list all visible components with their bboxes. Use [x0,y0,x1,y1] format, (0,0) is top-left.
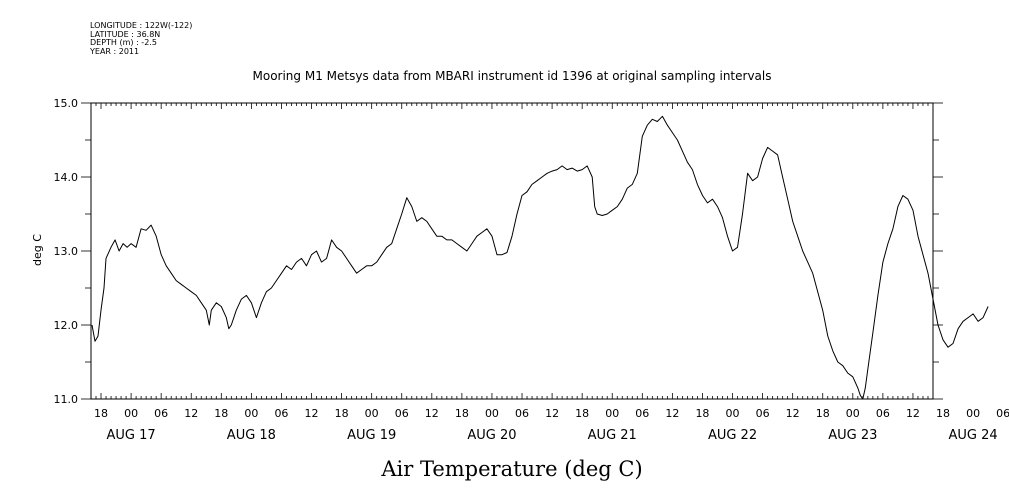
y-tick-label: 14.0 [54,171,79,184]
depth-label: DEPTH (m) : -2.5 [90,38,157,48]
x-tick-label: 12 [425,407,439,420]
x-tick-label: 18 [335,407,349,420]
x-day-label: AUG 21 [588,428,637,443]
x-tick-label: 00 [846,407,860,420]
y-tick-label: 15.0 [54,97,79,110]
plot-axes: 18 00 06 12 18 00 06 12 18 00 06 12 18 00 06 12 18 00 06 12… [54,97,1009,443]
x-tick-label: 06 [395,407,409,420]
x-tick-label: 00 [605,407,619,420]
temperature-series-line [91,115,989,400]
x-day-label: AUG 17 [107,428,156,443]
x-tick-label: 06 [154,407,168,420]
x-day-label: AUG 18 [227,428,276,443]
x-tick-label: 00 [966,407,980,420]
x-tick-label: 00 [244,407,258,420]
metadata-block: LONGITUDE : 122W(-122) LATITUDE : 36.8N … [90,21,193,56]
x-tick-label: 00 [365,407,379,420]
data-series [91,115,989,400]
latitude-label: LATITUDE : 36.8N [90,29,161,39]
bottom-title: Air Temperature (deg C) [380,457,642,481]
x-tick-label: 06 [635,407,649,420]
x-tick-label: 00 [726,407,740,420]
x-tick-label: 18 [94,407,108,420]
x-day-label: AUG 23 [828,428,877,443]
longitude-label: LONGITUDE : 122W(-122) [90,21,193,30]
x-day-label: AUG 20 [467,428,516,443]
y-tick-label: 12.0 [54,319,79,332]
x-tick-label: 06 [274,407,288,420]
plot-frame [90,102,934,400]
x-tick-label: 18 [575,407,589,420]
x-tick-label: 12 [665,407,679,420]
chart-title: Mooring M1 Metsys data from MBARI instru… [253,69,772,83]
x-tick-label: 06 [515,407,529,420]
x-tick-label: 00 [124,407,138,420]
x-day-label: AUG 19 [347,428,396,443]
x-tick-label: 12 [184,407,198,420]
x-tick-label: 06 [876,407,890,420]
y-tick-label: 11.0 [54,393,79,406]
x-tick-label: 00 [485,407,499,420]
x-tick-label: 12 [906,407,920,420]
y-axis-label: deg C [31,234,44,266]
x-tick-label: 12 [545,407,559,420]
x-day-label: AUG 24 [949,428,998,443]
x-tick-label: 06 [756,407,770,420]
x-tick-label: 06 [996,407,1009,420]
x-tick-label: 18 [214,407,228,420]
year-label: YEAR : 2011 [90,46,140,56]
y-tick-label: 13.0 [54,245,79,258]
x-tick-label: 18 [695,407,709,420]
x-tick-label: 18 [455,407,469,420]
x-tick-label: 18 [936,407,950,420]
x-tick-label: 18 [816,407,830,420]
x-day-label: AUG 22 [708,428,757,443]
x-tick-label: 12 [786,407,800,420]
x-tick-label: 12 [305,407,319,420]
